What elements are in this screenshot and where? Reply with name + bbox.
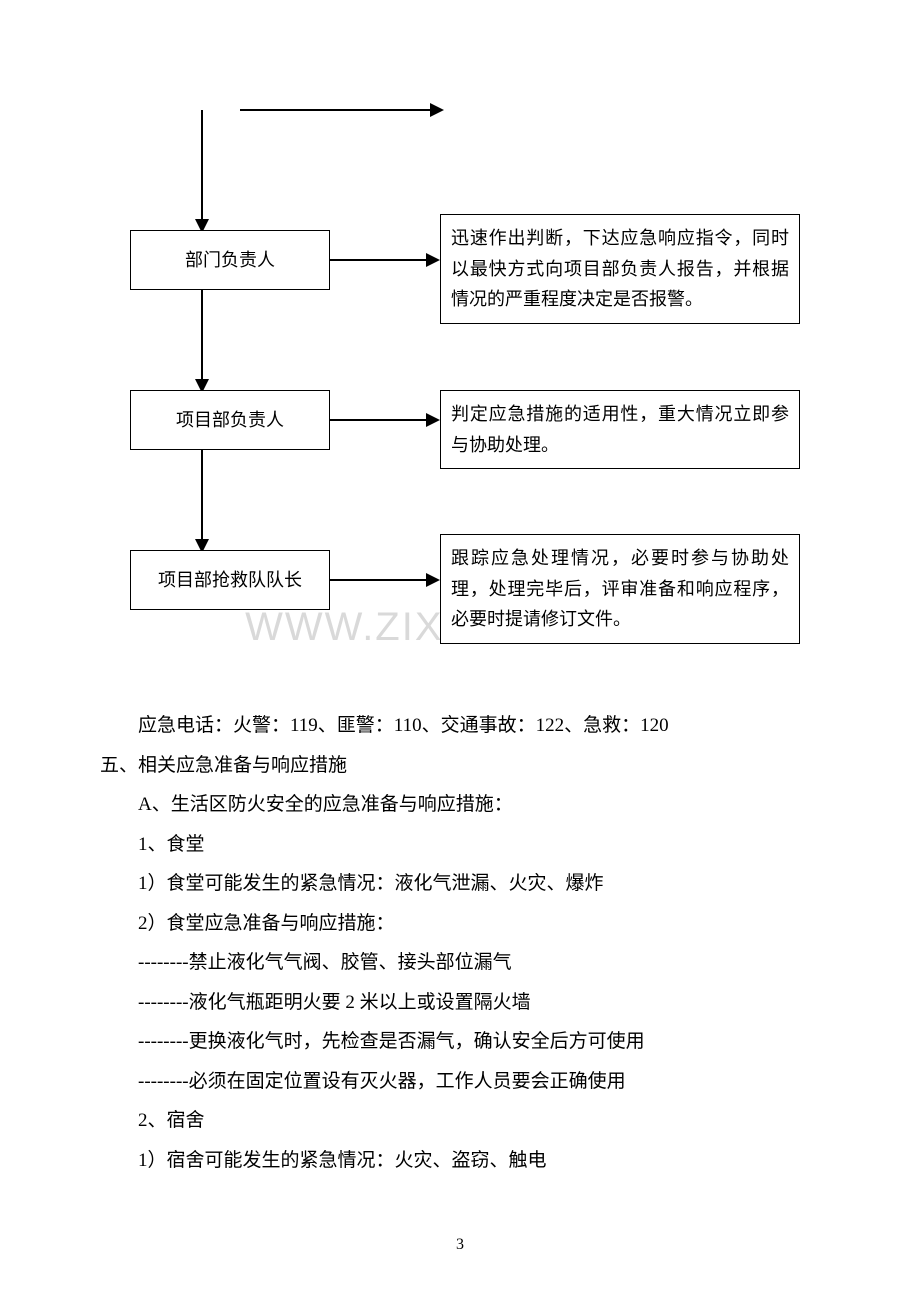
arrow-v-top-n1 [201, 110, 203, 230]
item-1-1: 1）食堂可能发生的紧急情况：液化气泄漏、火灾、爆炸 [100, 864, 820, 904]
arrow-v-n1-n2 [201, 290, 203, 390]
node-dept-leader-label: 部门负责人 [185, 247, 275, 274]
flowchart: 部门负责人 迅速作出判断，下达应急响应指令，同时以最快方式向项目部负责人报告，并… [100, 100, 820, 640]
emergency-phones: 应急电话：火警：119、匪警：110、交通事故：122、急救：120 [100, 706, 820, 746]
item-2-1: 1）宿舍可能发生的紧急情况：火灾、盗窃、触电 [100, 1141, 820, 1181]
arrow-n2-d2 [330, 419, 428, 421]
section-a-title: A、生活区防火安全的应急准备与响应措施： [100, 785, 820, 825]
arrow-top-h [240, 109, 435, 111]
dash-2: --------液化气瓶距明火要 2 米以上或设置隔火墙 [100, 983, 820, 1023]
heading-5: 五、相关应急准备与响应措施 [100, 746, 820, 786]
arrow-n3-d3 [330, 579, 428, 581]
arrow-n1-d1 [330, 259, 428, 261]
desc-2-text: 判定应急措施的适用性，重大情况立即参与协助处理。 [451, 404, 789, 455]
desc-3: 跟踪应急处理情况，必要时参与协助处理，处理完毕后，评审准备和响应程序，必要时提请… [440, 534, 800, 644]
node-project-leader: 项目部负责人 [130, 390, 330, 450]
desc-1-text: 迅速作出判断，下达应急响应指令，同时以最快方式向项目部负责人报告，并根据情况的严… [451, 228, 789, 309]
node-project-leader-label: 项目部负责人 [176, 407, 284, 434]
arrow-n3-d3-head [426, 573, 440, 587]
arrow-top-head [430, 103, 444, 117]
dash-3: --------更换液化气时，先检查是否漏气，确认安全后方可使用 [100, 1022, 820, 1062]
item-1: 1、食堂 [100, 825, 820, 865]
desc-1: 迅速作出判断，下达应急响应指令，同时以最快方式向项目部负责人报告，并根据情况的严… [440, 214, 800, 324]
arrow-n1-d1-head [426, 253, 440, 267]
body-text: 应急电话：火警：119、匪警：110、交通事故：122、急救：120 五、相关应… [100, 706, 820, 1180]
desc-2: 判定应急措施的适用性，重大情况立即参与协助处理。 [440, 390, 800, 469]
node-dept-leader: 部门负责人 [130, 230, 330, 290]
item-1-2: 2）食堂应急准备与响应措施： [100, 904, 820, 944]
page-number: 3 [456, 1236, 464, 1254]
arrow-n2-d2-head [426, 413, 440, 427]
dash-4: --------必须在固定位置设有灭火器，工作人员要会正确使用 [100, 1062, 820, 1102]
node-rescue-captain-label: 项目部抢救队队长 [158, 567, 302, 594]
item-2: 2、宿舍 [100, 1101, 820, 1141]
node-rescue-captain: 项目部抢救队队长 [130, 550, 330, 610]
desc-3-text: 跟踪应急处理情况，必要时参与协助处理，处理完毕后，评审准备和响应程序，必要时提请… [451, 548, 789, 629]
arrow-v-n2-n3 [201, 450, 203, 550]
dash-1: --------禁止液化气气阀、胶管、接头部位漏气 [100, 943, 820, 983]
